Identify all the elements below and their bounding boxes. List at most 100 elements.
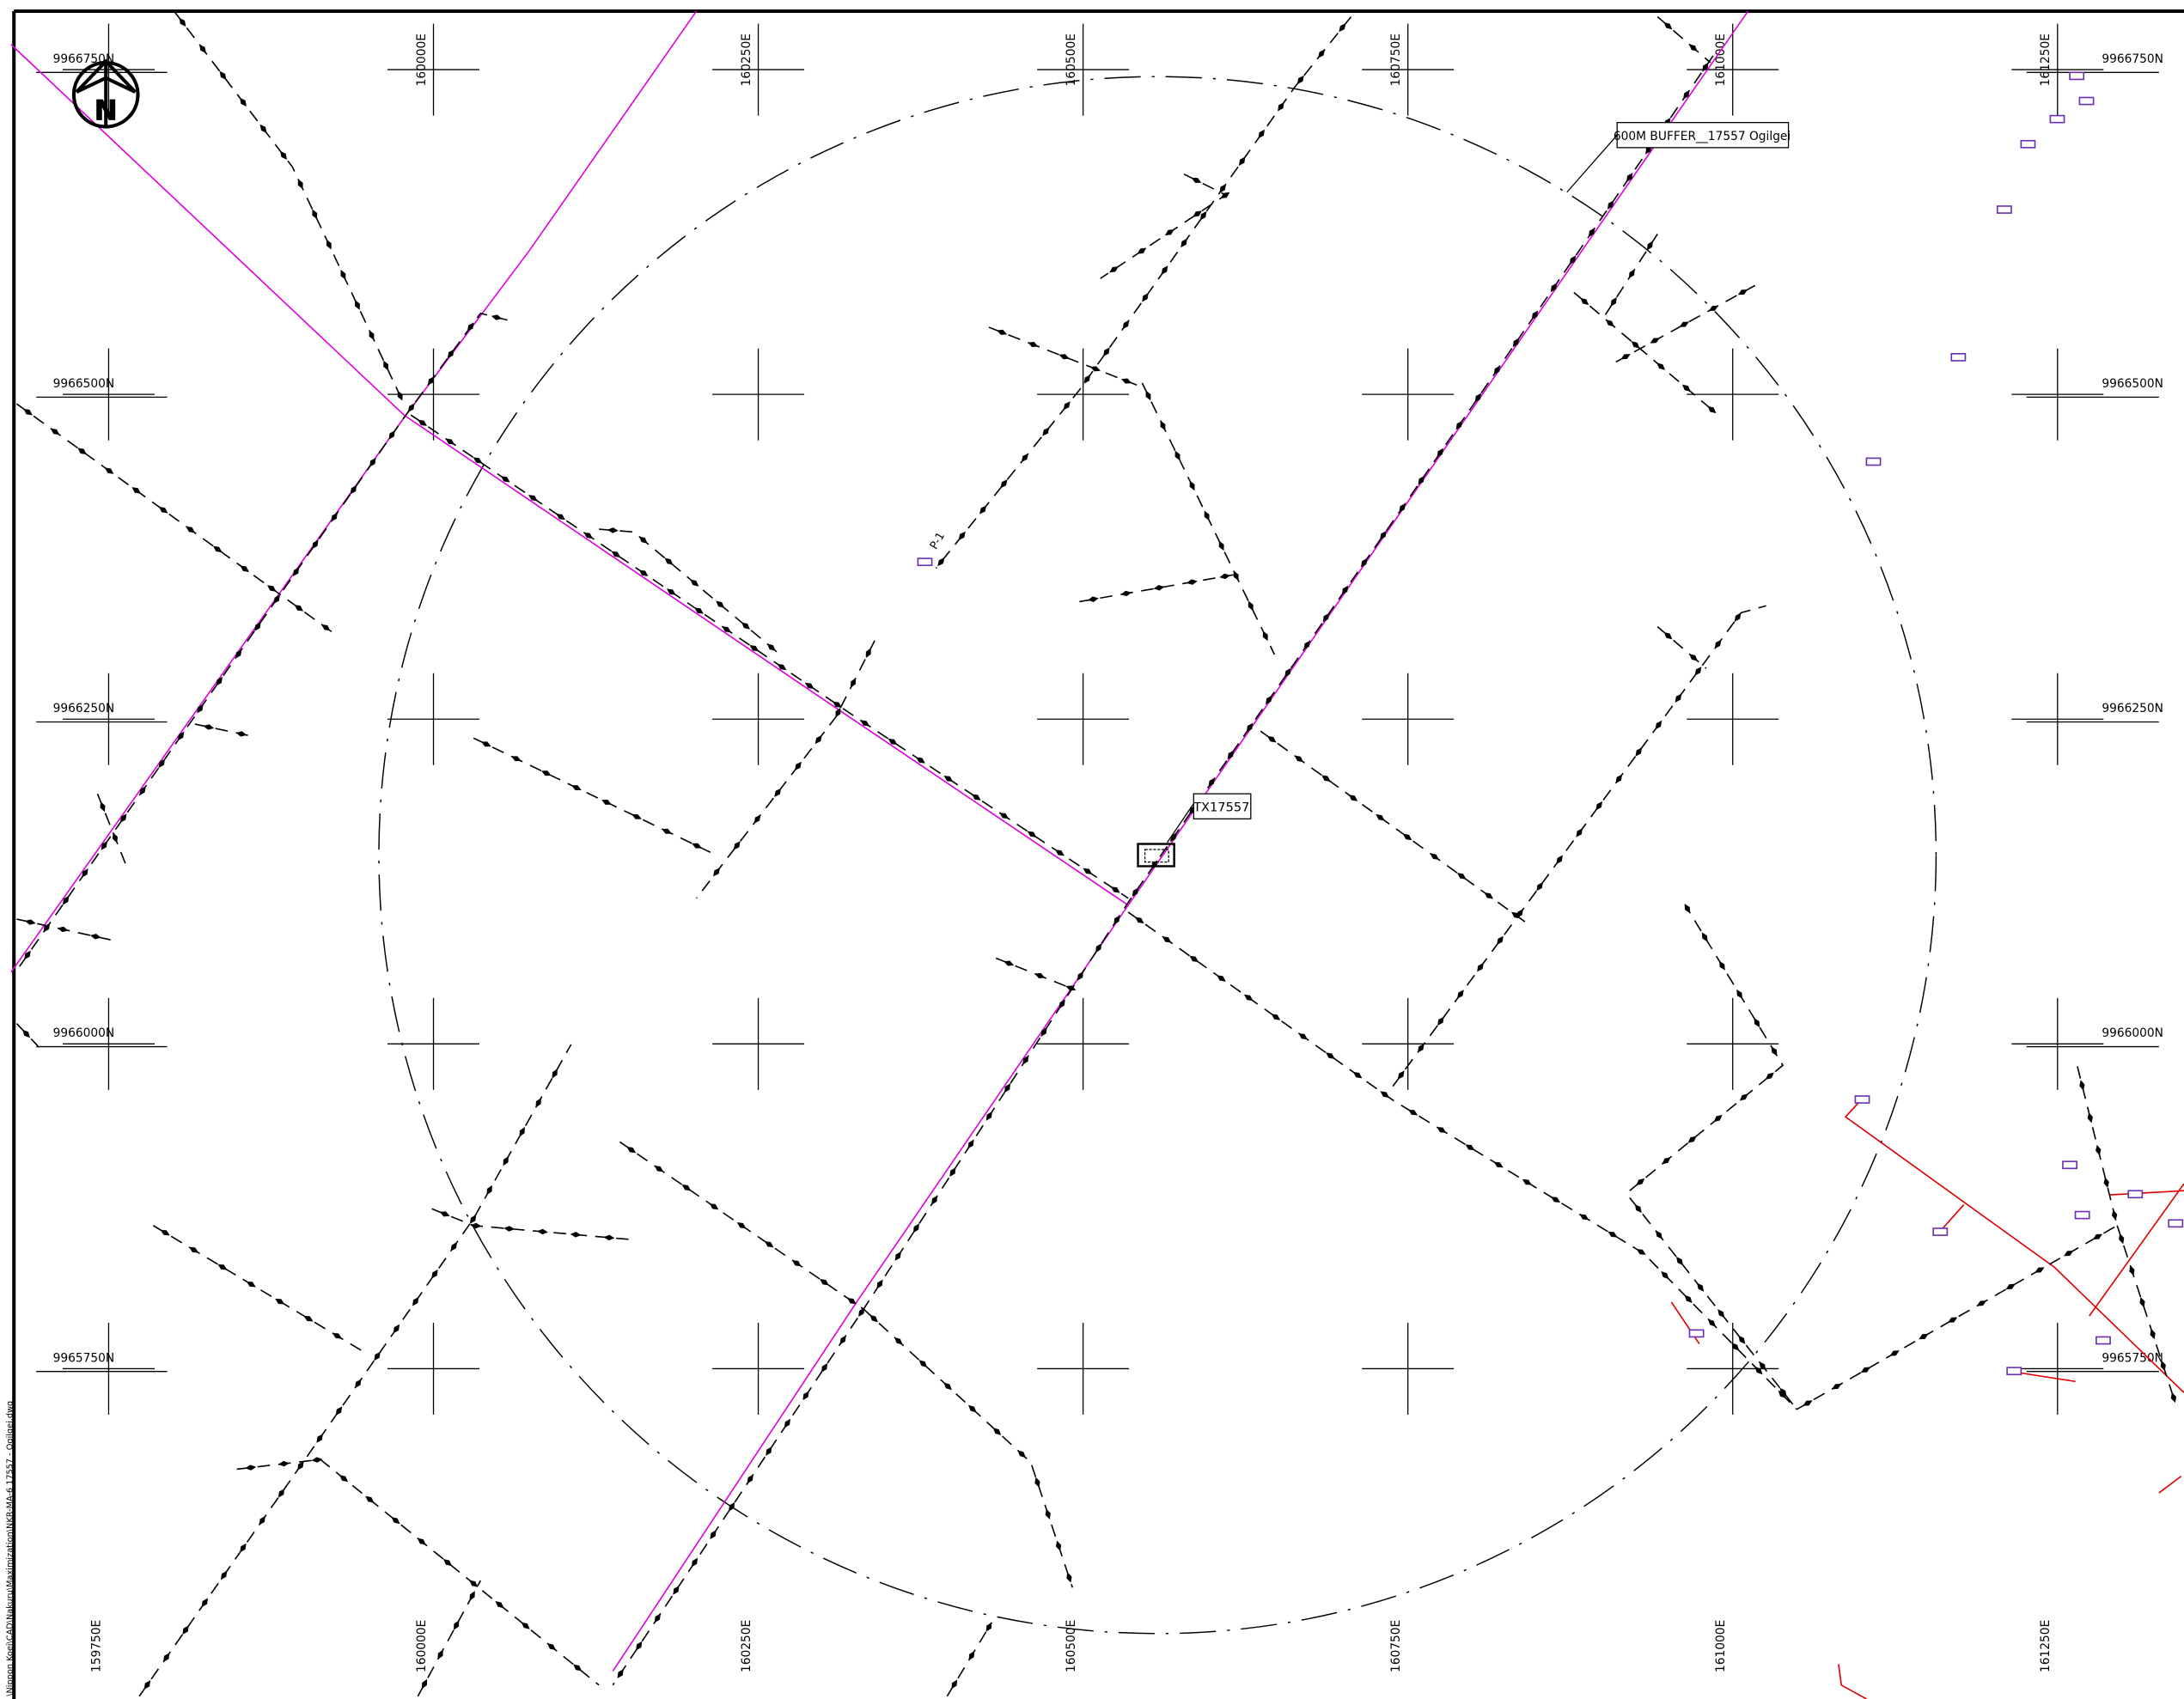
pole-marker [1430, 853, 1439, 861]
pole-marker [1650, 338, 1660, 344]
pole-marker [1266, 695, 1272, 705]
pole-marker [1636, 1249, 1646, 1255]
pole-marker [1113, 915, 1120, 925]
pole-marker [331, 512, 338, 522]
pole-marker [1000, 479, 1008, 489]
pole-marker [1339, 23, 1346, 33]
pole-marker [350, 484, 357, 495]
pole-marker [1083, 375, 1091, 384]
pole-marker [77, 448, 87, 455]
pole-marker [503, 1155, 509, 1166]
pole-marker [1376, 813, 1385, 821]
pole-marker [235, 649, 242, 659]
pole-marker [601, 800, 612, 805]
grid-label: 160750E [1389, 1620, 1403, 1672]
pole-marker [1380, 1091, 1390, 1098]
pole-marker [1655, 1230, 1662, 1239]
pole-marker [1220, 192, 1230, 198]
pole-marker [1034, 1477, 1040, 1488]
pole-marker [1689, 654, 1698, 661]
pole-marker [931, 1195, 938, 1205]
pole-marker [1262, 630, 1268, 642]
pole-marker [332, 1332, 342, 1339]
pole-marker [918, 1360, 928, 1367]
grid-label: 9966000N [2102, 1026, 2163, 1040]
pole-marker [777, 663, 787, 671]
pole-marker [1714, 639, 1722, 649]
pole-marker [1258, 129, 1266, 139]
pole-marker [177, 731, 185, 741]
pole-marker [312, 209, 318, 220]
pole-marker [311, 1457, 323, 1463]
pole-marker [278, 1460, 290, 1467]
pole-marker [219, 70, 227, 81]
pole-marker [835, 707, 841, 718]
pole-marker [1040, 1027, 1047, 1037]
pole-marker [50, 428, 60, 435]
pole-marker [297, 179, 303, 190]
pole-marker [2005, 1283, 2016, 1290]
pole-marker [437, 1649, 443, 1659]
pole-marker [1531, 310, 1539, 320]
pole-marker [321, 624, 331, 631]
leader [1566, 134, 1618, 193]
pole-marker [316, 1434, 323, 1443]
pole-marker [240, 565, 250, 572]
transformer-label: TX17557 [1193, 800, 1249, 814]
pole-marker [1717, 1309, 1725, 1318]
pole-marker [664, 557, 674, 565]
mv-line [2116, 1225, 2177, 1404]
pole-marker [1218, 540, 1224, 551]
pole-marker [820, 1279, 829, 1286]
pole-marker [421, 1678, 428, 1690]
pole-marker [1294, 755, 1304, 763]
pole-marker [182, 1625, 189, 1635]
grid-label: 161000E [1714, 1620, 1728, 1672]
pole-marker [1556, 855, 1564, 864]
pole-marker [1322, 612, 1330, 623]
pole-marker [1189, 955, 1199, 963]
pole-marker [1162, 936, 1172, 943]
pole-marker [1083, 868, 1093, 874]
grid-label: 160750E [1389, 33, 1403, 86]
pole-marker [179, 17, 186, 27]
pole-marker [1948, 1317, 1958, 1323]
pole-marker [2035, 1267, 2045, 1273]
pole-marker [1738, 1335, 1746, 1344]
pole-marker [1607, 1231, 1618, 1238]
grid-label: 161250E [2039, 1620, 2053, 1672]
mv-line [1392, 605, 1766, 1087]
pole-marker [1199, 210, 1207, 221]
pole-marker [445, 438, 455, 445]
pole-marker [1661, 1270, 1669, 1280]
grid-label: 160250E [740, 1620, 753, 1672]
pole-marker [203, 724, 215, 730]
pole-marker [1536, 881, 1543, 892]
grid-label: 9966750N [2102, 52, 2163, 66]
pole-marker [943, 775, 954, 783]
pole-marker [1191, 178, 1202, 183]
pole-marker [278, 1488, 285, 1498]
pole-marker [1004, 960, 1015, 966]
pole-marker [22, 1029, 31, 1038]
pole-marker [511, 756, 522, 762]
pole-marker [1493, 1161, 1504, 1168]
pole-marker [427, 376, 435, 386]
pole-marker [1631, 341, 1640, 349]
label-box [1616, 122, 1790, 149]
pole-marker [869, 1314, 878, 1323]
grid-label: 9966500N [2102, 377, 2163, 391]
pole-marker [1402, 833, 1412, 841]
pole-marker [143, 1680, 151, 1690]
pole-marker [722, 626, 732, 633]
pole-marker [1110, 886, 1120, 893]
pole-marker [2129, 1264, 2135, 1276]
pole-marker [626, 1146, 637, 1154]
pole-marker [519, 1127, 525, 1137]
pole-marker [766, 1446, 772, 1456]
pole-marker [794, 761, 802, 771]
pole-marker [1708, 305, 1719, 312]
road-line [10, 10, 698, 973]
